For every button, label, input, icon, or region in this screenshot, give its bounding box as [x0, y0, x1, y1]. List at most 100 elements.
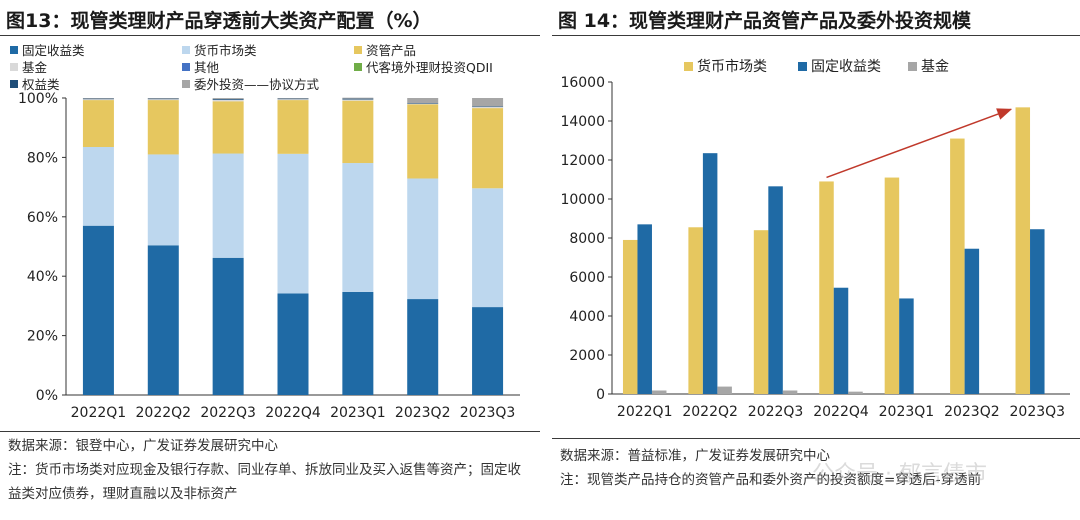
legend-swatch [798, 61, 807, 71]
bar-segment [212, 98, 244, 99]
bar [768, 186, 783, 394]
x-tick-label: 2023Q1 [879, 404, 935, 420]
chart-title-1: 图13：现管类理财产品穿透前大类资产配置（%） [6, 10, 432, 32]
legend-label: 基金 [921, 59, 949, 75]
legend-swatch [182, 79, 190, 88]
legend-item: 其他 [182, 57, 219, 76]
legend-item: 固定收益类 [798, 56, 881, 76]
y-tick-label: 100% [18, 91, 58, 107]
footnote-text: 注：现管类产品持仓的资管产品和委外资产的投资额度=穿透后-穿透前 [560, 472, 982, 488]
legend-label: 固定收益类 [22, 43, 85, 58]
bar-segment [472, 108, 504, 189]
bar [782, 390, 798, 394]
bar-segment [342, 100, 374, 164]
legend-label: 其他 [194, 60, 220, 75]
bar-segment [277, 153, 309, 294]
source-note: 数据来源：银登中心，广发证券发展研究中心 注：货币市场类对应现金及银行存款、同业… [8, 434, 533, 506]
y-tick-label: 10000 [560, 192, 605, 208]
bar-segment [212, 257, 244, 395]
legend-label: 权益类 [22, 77, 60, 92]
legend-swatch [10, 62, 18, 71]
bar-segment [277, 100, 309, 154]
bar [702, 153, 718, 394]
legend-item: 代客境外理财投资QDII [354, 57, 493, 76]
legend-swatch [182, 45, 190, 54]
legend-swatch [10, 79, 18, 88]
x-tick-label: 2022Q2 [682, 404, 738, 420]
bar-segment [147, 154, 179, 246]
bar-segment [342, 99, 374, 101]
bar [884, 177, 900, 394]
source-rule [0, 431, 540, 432]
x-tick-label: 2022Q3 [200, 405, 256, 421]
bar-segment [407, 299, 439, 395]
bar-segment [407, 104, 439, 179]
bar-segment [472, 98, 504, 107]
stacked-bar-chart: 0% 20% 40% 60% 80% 100% 2022Q1 2022Q2 2022Q3 2022… [18, 91, 520, 421]
title-rule [552, 35, 1080, 36]
source-text: 数据来源：普益标准，广发证券发展研究中心 [560, 448, 830, 464]
legend-swatch [908, 61, 917, 71]
legend-item: 货币市场类 [684, 56, 767, 76]
bar-segment [277, 98, 309, 99]
chart-panel-2: 图 14：现管类理财产品资管产品及委外投资规模 货币市场类 固定收益类 基金 0… [552, 0, 1080, 520]
bar [1030, 229, 1045, 394]
y-tick-label: 12000 [560, 153, 605, 169]
y-tick-label: 2000 [569, 348, 605, 364]
legend-item: 资管产品 [354, 40, 416, 59]
x-tick-label: 2023Q2 [944, 404, 1000, 420]
bar-segment [342, 163, 374, 292]
bar [637, 224, 652, 394]
x-tick-label: 2022Q1 [617, 404, 673, 420]
title-rule [0, 35, 540, 36]
legend-swatch [10, 45, 18, 54]
bar-segment [277, 293, 309, 395]
x-tick-label: 2022Q4 [813, 404, 869, 420]
bar [651, 390, 667, 394]
x-tick-label: 2023Q2 [395, 405, 451, 421]
source-note: 数据来源：普益标准，广发证券发展研究中心 注：现管类产品持仓的资管产品和委外资产… [560, 444, 1075, 492]
bar-segment [212, 99, 244, 102]
y-tick-label: 0% [36, 388, 58, 404]
legend-swatch [354, 45, 362, 54]
bar-segment [472, 188, 504, 308]
footnote-text: 注：货币市场类对应现金及银行存款、同业存单、拆放同业及买入返售等资产；固定收益类… [8, 462, 521, 502]
bar-segment [212, 101, 244, 154]
legend-swatch [684, 61, 693, 71]
y-tick-label: 60% [27, 210, 58, 226]
bar [753, 230, 769, 394]
bar-segment [407, 103, 439, 105]
legend-label: 固定收益类 [811, 59, 881, 75]
watermark: 公众号 · 郁言债市 [812, 462, 987, 487]
legend-item: 委外投资——协议方式 [182, 74, 319, 93]
legend-label: 货币市场类 [697, 59, 767, 75]
y-tick-label: 40% [27, 269, 58, 285]
legend-label: 货币市场类 [194, 43, 257, 58]
bar-segment [407, 98, 439, 104]
legend-item: 固定收益类 [10, 40, 85, 59]
bar-segment [342, 291, 374, 395]
bar [819, 181, 834, 394]
y-tick-label: 80% [27, 150, 58, 166]
x-tick-label: 2022Q3 [748, 404, 804, 420]
bar-segment [147, 100, 179, 155]
bar-segment [82, 147, 114, 226]
x-tick-label: 2022Q1 [71, 405, 127, 421]
legend-item: 货币市场类 [182, 40, 257, 59]
bar-segment [212, 153, 244, 258]
chart-panel-1: 图13：现管类理财产品穿透前大类资产配置（%） 固定收益类 货币市场类 资管产品… [0, 10, 540, 506]
legend-item: 权益类 [10, 74, 60, 93]
legend-label: 代客境外理财投资QDII [366, 60, 493, 75]
x-tick-label: 2022Q2 [136, 405, 192, 421]
x-tick-label: 2023Q3 [1010, 404, 1066, 420]
source-rule [552, 438, 1080, 439]
bar-segment [472, 307, 504, 395]
bar [622, 239, 638, 394]
y-tick-label: 16000 [560, 75, 605, 91]
legend-item: 基金 [10, 57, 47, 76]
bar-segment [147, 245, 179, 395]
bar-segment [342, 98, 374, 100]
bar [688, 227, 703, 394]
y-tick-label: 4000 [569, 309, 605, 325]
y-tick-label: 8000 [569, 231, 605, 247]
